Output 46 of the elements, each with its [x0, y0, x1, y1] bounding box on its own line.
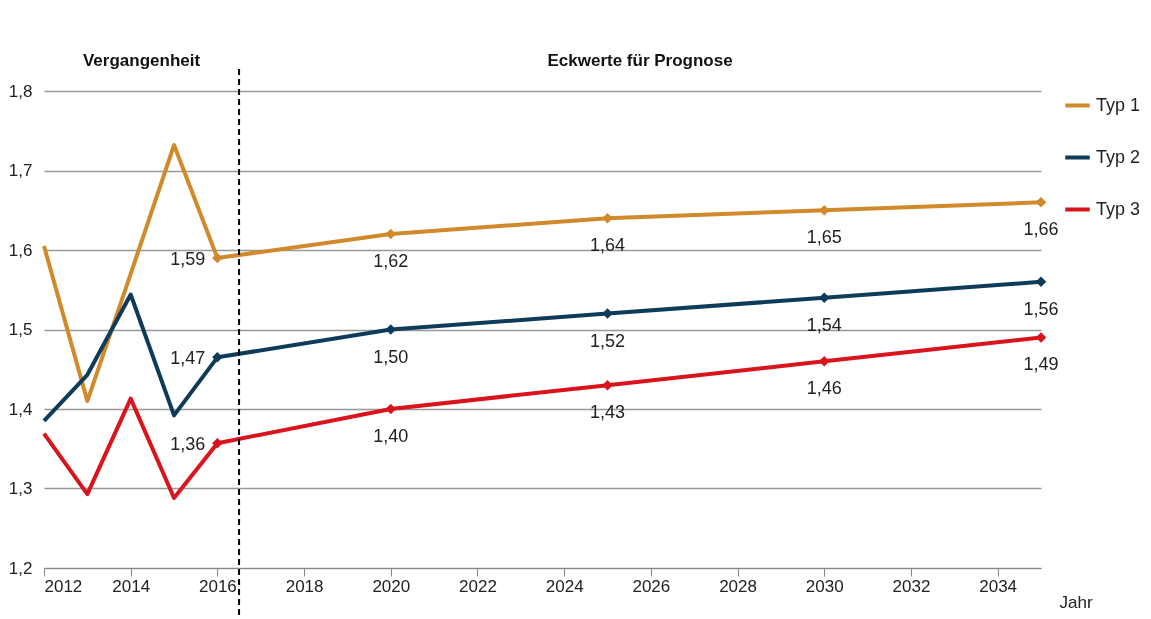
data-label: 1,64 [590, 235, 626, 256]
point [602, 379, 613, 391]
point [212, 437, 223, 449]
x-tick-label: 2028 [719, 576, 757, 596]
x-tick-label: 2014 [112, 576, 151, 596]
legend-label: Typ 3 [1096, 198, 1141, 219]
y-tick-label: 1,7 [8, 161, 33, 180]
x-tick-label: 2022 [459, 576, 497, 596]
x-tick-label: 2032 [892, 576, 931, 596]
data-label: 1,54 [806, 314, 842, 335]
point [212, 352, 223, 363]
y-tick-label: 1,6 [8, 240, 33, 260]
data-label: 1,40 [373, 426, 409, 446]
y-tick-label: 1,4 [8, 399, 33, 419]
point [602, 308, 613, 319]
data-label: 1,50 [373, 346, 409, 367]
data-label: 1,52 [590, 330, 626, 351]
x-tick-label: 2030 [805, 576, 844, 596]
data-label: 1,62 [373, 251, 409, 272]
x-tick-label: 2034 [979, 576, 1018, 596]
data-label: 1,47 [170, 348, 206, 369]
y-tick-label: 1,8 [8, 81, 33, 101]
point [212, 252, 223, 264]
x-tick-label: 2018 [285, 576, 324, 596]
data-label: 1,36 [170, 434, 206, 455]
data-label: 1,59 [170, 248, 206, 269]
data-label: 1,43 [590, 402, 626, 423]
y-tick-label: 1,3 [8, 479, 33, 498]
legend-label: Typ 2 [1096, 146, 1141, 167]
y-tick-label: 1,2 [8, 558, 33, 578]
text: Vergangenheit [82, 51, 201, 70]
y-tick-label: 1,5 [8, 320, 33, 339]
x-tick-label: 2024 [545, 576, 584, 596]
x-tick-label: 2020 [372, 576, 411, 596]
x-tick-label: 2026 [632, 576, 671, 596]
x-tick-label: 2016 [198, 576, 237, 596]
data-label: 1,46 [806, 378, 842, 399]
data-label: 1,49 [1023, 354, 1059, 375]
data-label: 1,65 [806, 227, 842, 248]
legend-label: Typ 1 [1096, 94, 1141, 115]
data-label: 1,56 [1023, 298, 1059, 319]
point [819, 356, 830, 367]
x-axis-title: Jahr [1059, 592, 1093, 612]
text: Eckwerte für Prognose [547, 51, 733, 70]
data-label: 1,66 [1023, 219, 1059, 240]
x-tick-label: 2012 [44, 576, 83, 596]
